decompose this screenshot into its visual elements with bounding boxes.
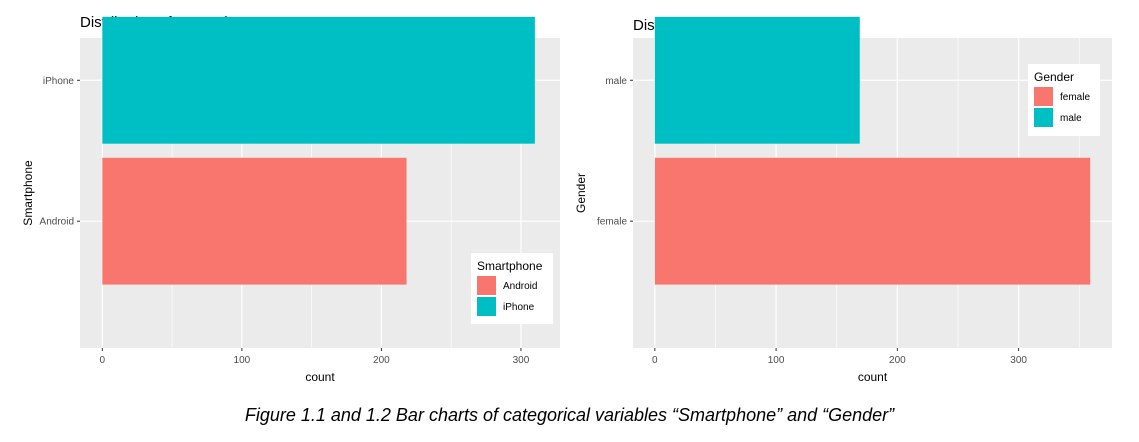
smartphone-bar-chart: Distribution of Smartphone0100200300Andr… — [21, 14, 560, 384]
x-tick-label: 100 — [768, 355, 785, 366]
x-axis-label: count — [305, 370, 335, 384]
x-tick-label: 0 — [100, 355, 106, 366]
x-tick-label: 300 — [513, 355, 530, 366]
y-tick-label: male — [605, 76, 627, 87]
bar-male — [654, 16, 860, 144]
legend: Smartphone Android iPhone — [471, 253, 553, 324]
x-tick-label: 200 — [373, 355, 390, 366]
legend-label: iPhone — [503, 302, 535, 313]
legend-key-iphone — [477, 297, 496, 316]
y-tick-label: female — [597, 217, 627, 228]
legend-key-male — [1034, 108, 1053, 127]
legend-title: Smartphone — [477, 259, 543, 273]
legend-key-android — [477, 276, 496, 295]
figure-canvas: Distribution of Smartphone0100200300Andr… — [21, 14, 1112, 384]
x-axis-label: count — [858, 370, 888, 384]
legend-label: female — [1060, 92, 1090, 103]
bar-iphone — [102, 16, 535, 144]
x-tick-label: 200 — [889, 355, 906, 366]
legend-label: male — [1060, 113, 1082, 124]
gender-bar-chart: Distribution of Gender0100200300femalema… — [574, 16, 1112, 384]
legend-title: Gender — [1034, 70, 1074, 84]
legend-key-female — [1034, 87, 1053, 106]
y-tick-label: iPhone — [43, 76, 75, 87]
bar-female — [654, 157, 1091, 285]
legend: Gender female male — [1028, 64, 1100, 136]
y-axis-label: Smartphone — [21, 160, 35, 226]
y-tick-label: Android — [40, 217, 74, 228]
figure-caption: Figure 1.1 and 1.2 Bar charts of categor… — [244, 405, 895, 425]
bar-android — [102, 157, 407, 285]
x-tick-label: 0 — [652, 355, 658, 366]
y-axis-label: Gender — [574, 173, 588, 213]
x-tick-label: 100 — [234, 355, 251, 366]
x-tick-label: 300 — [1010, 355, 1027, 366]
legend-label: Android — [503, 281, 537, 292]
